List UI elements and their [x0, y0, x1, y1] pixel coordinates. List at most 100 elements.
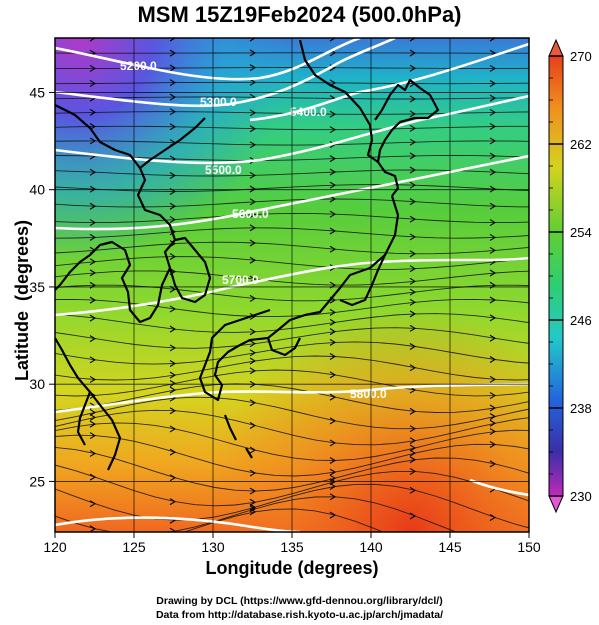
flow-arrow	[249, 239, 257, 247]
streamline	[55, 184, 529, 192]
colorbar: 270 262 254 246 238 230	[548, 38, 592, 514]
flow-arrow	[169, 172, 177, 179]
flow-arrow	[169, 216, 177, 224]
flow-arrow	[489, 356, 497, 363]
flow-arrow	[489, 514, 497, 521]
y-tick-label: 25	[29, 473, 45, 489]
flow-arrow	[89, 79, 97, 87]
flow-arrow	[489, 185, 497, 193]
flow-arrow	[249, 498, 257, 506]
flow-arrow	[489, 428, 497, 436]
flow-arrow	[249, 275, 257, 283]
flow-arrow	[89, 408, 97, 416]
height-contour	[55, 382, 529, 414]
flow-arrow	[249, 399, 257, 407]
colorbar-tick-label: 270	[570, 49, 592, 64]
x-tick-label: 135	[280, 539, 304, 555]
flow-arrow	[249, 49, 257, 57]
contour-label: 5400.0	[290, 105, 327, 119]
x-tick-label: 125	[122, 539, 146, 555]
flow-arrow	[409, 250, 417, 258]
streamline	[55, 446, 529, 492]
flow-arrow	[489, 246, 497, 254]
flow-arrow	[169, 64, 177, 72]
flow-arrow	[169, 360, 177, 367]
flow-arrow	[169, 371, 177, 379]
x-axis-label: Longitude (degrees)	[205, 558, 379, 578]
flow-arrow	[249, 141, 257, 149]
flow-arrow	[169, 38, 177, 42]
y-tick-label: 35	[29, 279, 45, 295]
flow-arrow	[249, 487, 257, 495]
flow-arrow	[249, 328, 257, 336]
flow-arrow	[169, 379, 177, 387]
flow-arrow	[409, 512, 417, 520]
streamline	[55, 422, 529, 461]
flow-arrow	[249, 224, 257, 232]
height-contours: 5200.0 5300.0 5400.0 5500.0 5600.0 5700.0 5800…	[55, 38, 529, 532]
flow-arrow	[489, 334, 497, 342]
flow-arrow	[249, 340, 257, 348]
flow-arrow	[249, 367, 257, 375]
flow-arrow	[329, 318, 337, 326]
flow-arrow	[489, 419, 497, 427]
flow-arrow	[409, 425, 417, 433]
height-contour	[55, 154, 529, 231]
flow-arrow	[329, 227, 337, 235]
flow-arrow	[89, 473, 97, 481]
streamline	[55, 256, 529, 270]
flow-arrow	[489, 38, 497, 42]
flow-arrow	[409, 437, 417, 445]
contour-label: 5200.0	[120, 59, 157, 73]
x-axis-ticks: 120 125 130 135 140 145 150	[43, 532, 541, 555]
wind-streamlines	[55, 38, 529, 532]
flow-arrow	[249, 446, 257, 454]
contour-label: 5700.0	[222, 273, 259, 287]
streamline	[55, 270, 529, 286]
height-contour	[55, 94, 529, 165]
flow-arrow	[249, 256, 257, 264]
colorbar-tick-label: 238	[570, 401, 592, 416]
streamline	[55, 96, 529, 100]
flow-arrow	[169, 49, 177, 57]
streamline	[55, 155, 529, 161]
flow-arrow	[409, 310, 417, 318]
streamline	[55, 227, 529, 239]
streamline	[55, 284, 529, 302]
contour-label: 5300.0	[200, 95, 237, 109]
flow-arrow	[169, 498, 177, 506]
flow-arrow	[249, 171, 257, 179]
flow-arrow	[489, 219, 497, 227]
y-tick-label: 45	[29, 84, 45, 100]
flow-arrow	[329, 168, 337, 176]
height-contour	[55, 38, 396, 108]
flow-arrow	[89, 375, 97, 383]
flow-arrow	[89, 314, 97, 322]
flow-arrow	[249, 312, 257, 320]
flow-arrow	[489, 314, 497, 322]
flow-arrow	[409, 343, 417, 350]
flow-arrow	[249, 125, 257, 133]
streamline	[55, 409, 529, 446]
flow-arrow	[89, 296, 97, 304]
streamline	[55, 241, 529, 255]
flow-arrow	[409, 110, 417, 118]
flow-arrow	[409, 124, 417, 132]
colorbar-tick-label: 254	[570, 225, 592, 240]
y-tick-label: 30	[29, 376, 45, 392]
flow-arrow	[489, 441, 497, 448]
x-tick-label: 130	[201, 539, 225, 555]
flow-arrow	[409, 198, 417, 206]
y-axis-label: Latitude (degrees)	[12, 219, 32, 381]
flow-arrow	[169, 108, 177, 116]
streamline	[55, 483, 529, 529]
flow-arrow	[329, 110, 337, 118]
streamline	[55, 313, 529, 333]
flow-arrow	[169, 123, 177, 131]
height-contour	[55, 256, 529, 317]
flow-arrow	[329, 468, 337, 476]
flow-arrow	[329, 353, 337, 360]
flow-arrow	[409, 364, 417, 372]
streamline	[55, 396, 529, 430]
flow-arrow	[89, 38, 97, 42]
